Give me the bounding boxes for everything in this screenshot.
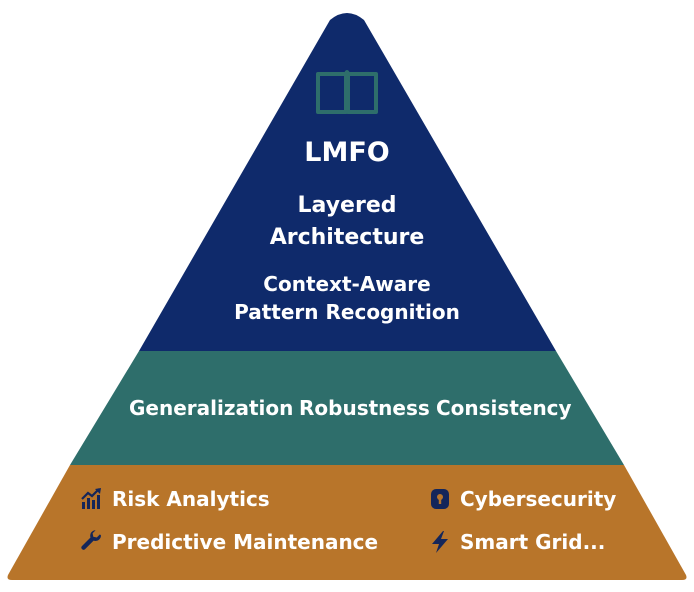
pyramid-middle-tier	[70, 351, 624, 465]
context-label: Context-Aware Pattern Recognition	[0, 270, 694, 326]
app-label: Cybersecurity	[460, 487, 617, 511]
app-label: Predictive Maintenance	[112, 530, 379, 554]
context-line-1: Context-Aware	[263, 272, 431, 296]
architecture-label: Layered Architecture	[0, 190, 694, 254]
context-line-2: Pattern Recognition	[234, 300, 460, 324]
app-predictive-maintenance: Predictive Maintenance	[80, 529, 378, 555]
bar-chart-icon	[80, 487, 104, 511]
middle-item-consistency: Consistency	[436, 396, 572, 420]
architecture-line-2: Architecture	[269, 225, 425, 250]
app-label: Risk Analytics	[112, 487, 270, 511]
architecture-line-1: Layered	[297, 193, 397, 218]
app-label: Smart Grid...	[460, 530, 606, 554]
lightning-icon	[428, 530, 452, 554]
app-risk-analytics: Risk Analytics	[80, 486, 270, 512]
pyramid-top-tier	[139, 13, 556, 351]
pyramid-title: LMFO	[304, 137, 390, 168]
middle-item-generalization: Generalization	[129, 396, 294, 420]
app-smart-grid: Smart Grid...	[428, 529, 605, 555]
pyramid-bottom-tier	[7, 465, 687, 580]
lock-icon	[428, 487, 452, 511]
middle-item-robustness: Robustness	[299, 396, 430, 420]
app-cybersecurity: Cybersecurity	[428, 486, 616, 512]
open-book-icon	[316, 70, 378, 114]
wrench-icon	[80, 530, 104, 554]
